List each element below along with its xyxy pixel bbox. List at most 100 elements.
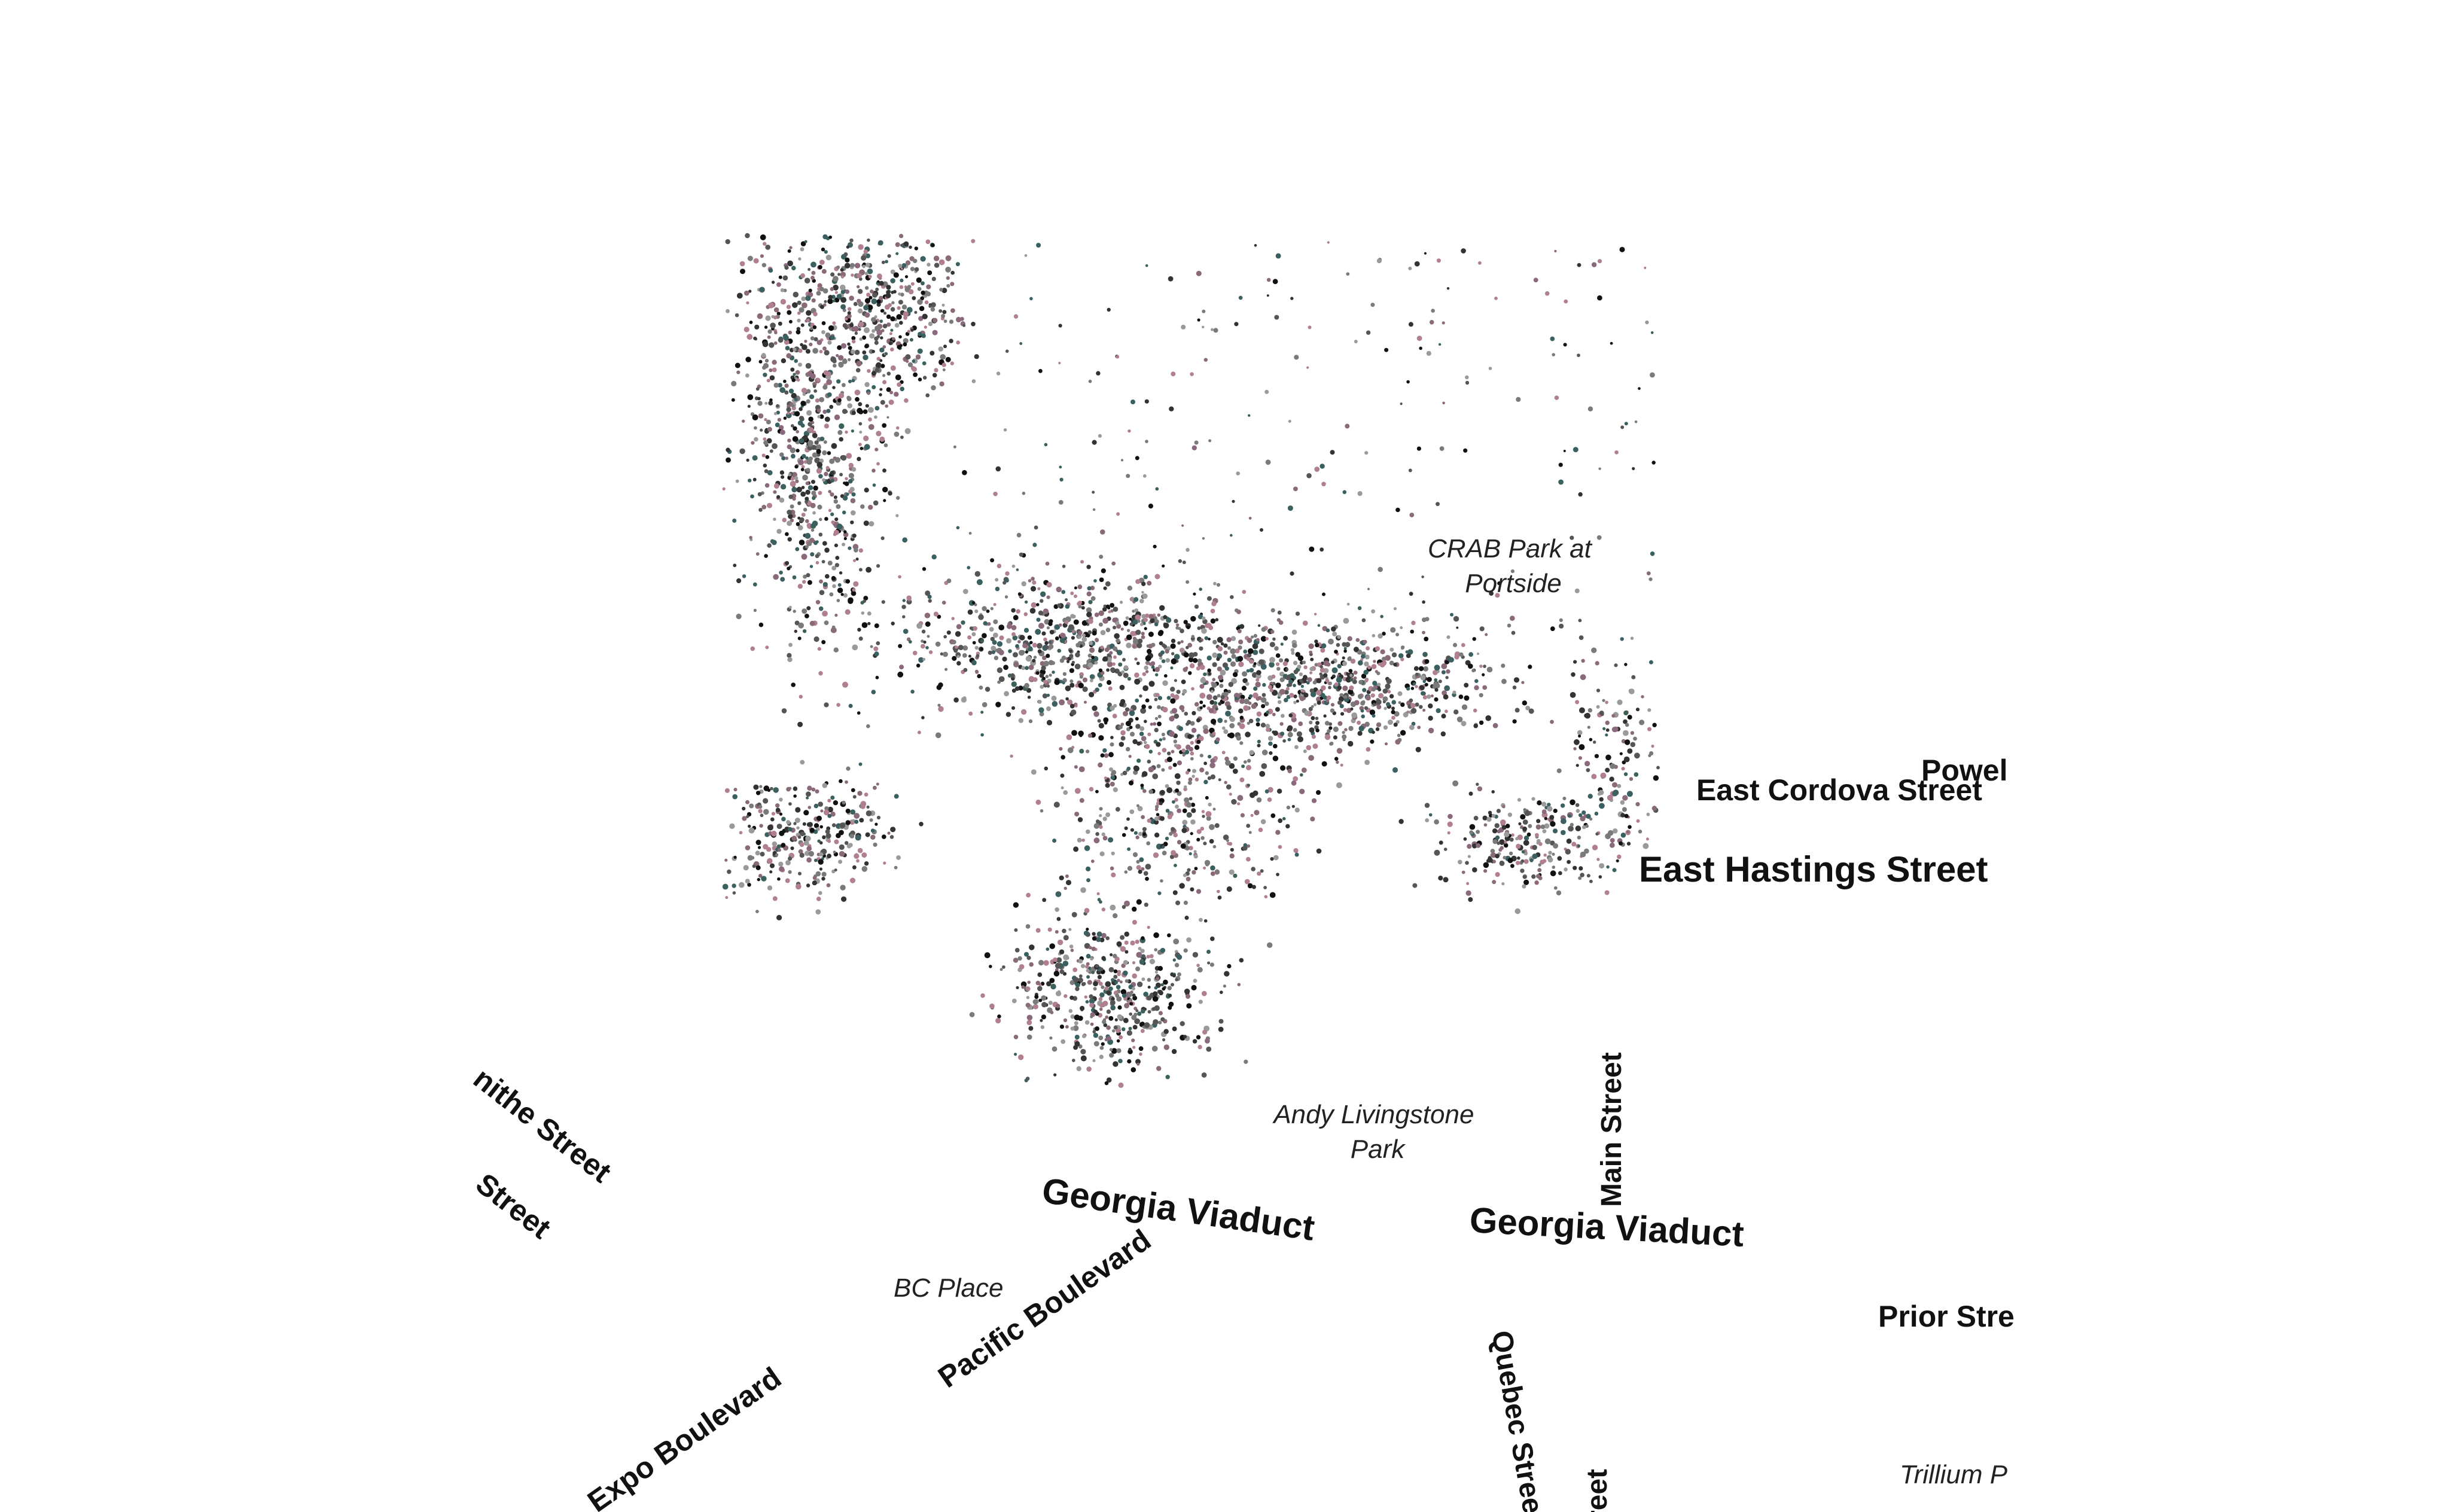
- map-point: [1441, 670, 1446, 675]
- map-point: [1005, 712, 1011, 717]
- map-point: [1224, 720, 1227, 723]
- map-point: [897, 306, 901, 310]
- map-point: [1461, 870, 1465, 874]
- map-point: [1021, 581, 1026, 587]
- map-point: [843, 530, 847, 534]
- map-point: [1074, 586, 1077, 590]
- map-point: [1135, 629, 1141, 635]
- map-point: [1627, 748, 1633, 754]
- map-point: [1538, 863, 1541, 867]
- map-point: [1258, 624, 1261, 627]
- map-point: [1145, 264, 1148, 267]
- map-point: [1087, 630, 1092, 635]
- map-point: [1496, 809, 1501, 813]
- map-point: [1337, 685, 1342, 690]
- map-point: [782, 275, 788, 281]
- map-point: [1361, 714, 1365, 719]
- map-point: [1147, 995, 1152, 1001]
- map-point: [1086, 962, 1090, 966]
- map-point: [1212, 807, 1216, 811]
- map-point: [1097, 975, 1102, 980]
- map-point: [1415, 702, 1419, 707]
- map-point: [1311, 798, 1317, 803]
- map-point: [1086, 866, 1091, 871]
- map-point: [1424, 659, 1430, 664]
- map-point: [1591, 262, 1597, 267]
- map-point: [857, 273, 862, 279]
- map-point: [1135, 724, 1141, 729]
- map-point: [1145, 864, 1151, 870]
- map-point: [842, 510, 846, 514]
- map-point: [1215, 737, 1220, 742]
- map-point: [1035, 980, 1041, 986]
- map-point: [1303, 749, 1307, 754]
- map-point: [1032, 677, 1038, 682]
- map-point: [1194, 867, 1198, 871]
- map-point: [931, 302, 936, 307]
- map-point: [1095, 687, 1099, 692]
- map-point: [847, 403, 852, 409]
- map-point: [786, 353, 792, 359]
- map-point: [1078, 635, 1081, 639]
- map-point: [1068, 624, 1074, 630]
- map-point: [1210, 774, 1216, 780]
- map-point: [1010, 673, 1015, 678]
- map-point: [781, 843, 786, 848]
- map-point: [860, 504, 865, 509]
- map-point: [1025, 666, 1029, 670]
- map-point: [1452, 642, 1458, 648]
- map-point: [778, 275, 782, 279]
- map-point: [1238, 639, 1244, 645]
- map-point: [1209, 824, 1215, 830]
- map-point: [1122, 993, 1127, 998]
- map-point: [1075, 983, 1080, 987]
- map-point: [751, 441, 755, 445]
- map-point: [1217, 636, 1223, 643]
- map-point: [799, 539, 805, 545]
- map-point: [998, 624, 1005, 630]
- map-point: [1074, 1021, 1078, 1026]
- map-point: [1069, 654, 1074, 659]
- map-point: [819, 458, 824, 464]
- map-point: [1609, 842, 1615, 848]
- map-point: [1042, 676, 1046, 681]
- map-point: [1309, 546, 1315, 552]
- map-point: [1189, 663, 1195, 669]
- map-point: [1234, 697, 1238, 700]
- map-point: [761, 876, 767, 882]
- map-point: [1044, 641, 1049, 645]
- map-point: [979, 685, 983, 690]
- map-point: [822, 288, 828, 294]
- map-point: [949, 339, 953, 343]
- map-point: [856, 285, 860, 289]
- map-point: [824, 300, 827, 303]
- map-point: [922, 313, 928, 319]
- map-point: [1070, 614, 1075, 619]
- map-point: [1042, 898, 1047, 903]
- map-point: [862, 336, 867, 340]
- map-point: [1321, 693, 1325, 697]
- map-point: [1486, 666, 1493, 673]
- map-point: [1212, 652, 1218, 658]
- map-point: [853, 581, 859, 587]
- map-point: [1086, 611, 1092, 618]
- map-point: [1427, 676, 1432, 682]
- map-point: [1033, 656, 1037, 659]
- map-point: [1026, 892, 1031, 898]
- map-point: [891, 291, 894, 294]
- map-point: [798, 871, 802, 876]
- map-point: [942, 368, 946, 371]
- map-point: [1495, 593, 1500, 598]
- map-point: [828, 508, 832, 513]
- map-point: [1239, 777, 1245, 782]
- map-point: [840, 593, 844, 596]
- map-point: [1366, 330, 1371, 335]
- map-point: [904, 428, 911, 434]
- map-point: [1382, 688, 1388, 694]
- map-point: [809, 565, 813, 568]
- map-point: [792, 302, 798, 308]
- map-point: [812, 880, 817, 886]
- map-point: [888, 491, 892, 496]
- map-point: [1210, 618, 1216, 624]
